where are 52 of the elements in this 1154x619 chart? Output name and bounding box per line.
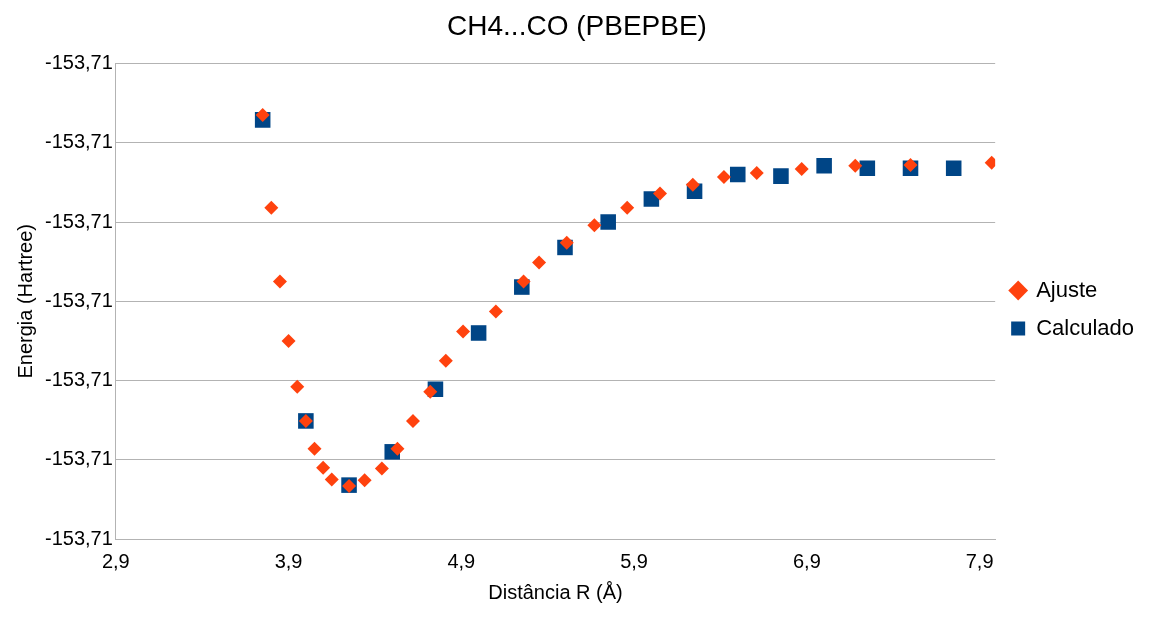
point [749,165,764,180]
y-tick-label: -153,71 [44,130,113,153]
x-tick-label: 3,9 [274,549,303,572]
point [559,235,574,250]
point [848,158,863,173]
point [290,379,305,394]
point [488,304,503,319]
point [794,161,809,176]
y-tick-label: -153,71 [44,209,113,232]
point [357,473,372,488]
y-axis-title: Energia (Hartree) [13,224,36,379]
x-tick-label: 5,9 [620,549,649,572]
point [816,158,832,174]
point [620,200,635,215]
point [773,168,789,184]
x-tick-label: 4,9 [447,549,476,572]
point [587,218,602,233]
x-tick-label: 6,9 [792,549,821,572]
y-tick-label: -153,71 [44,288,113,311]
y-tick-label: -153,71 [44,526,113,549]
point [423,384,438,399]
point [316,460,331,475]
point [729,166,746,183]
y-tick-label: -153,71 [44,51,113,74]
x-axis-title: Distância R (Å) [488,580,623,603]
point [390,441,405,456]
point [405,413,420,428]
point [281,333,296,348]
point [255,108,270,123]
point [716,169,731,184]
point [945,160,962,176]
x-tick-label: 7,9 [965,549,994,572]
x-tick-label: 2,9 [101,549,130,572]
chart-title: CH4...CO (PBEPBE) [447,9,707,41]
point [272,274,287,289]
point [456,324,471,339]
legend-label: Ajuste [1036,276,1098,302]
point [516,274,531,289]
legend-label: Calculado [1036,314,1134,340]
point [438,353,453,368]
point [374,461,389,476]
point [532,255,547,270]
y-tick-label: -153,71 [44,447,113,470]
point [653,186,668,201]
point [264,200,279,215]
point [685,177,700,192]
point [470,325,487,341]
point [859,160,876,176]
y-tick-label: -153,71 [44,368,113,391]
point [324,472,339,487]
point [307,441,322,456]
point [600,214,616,230]
